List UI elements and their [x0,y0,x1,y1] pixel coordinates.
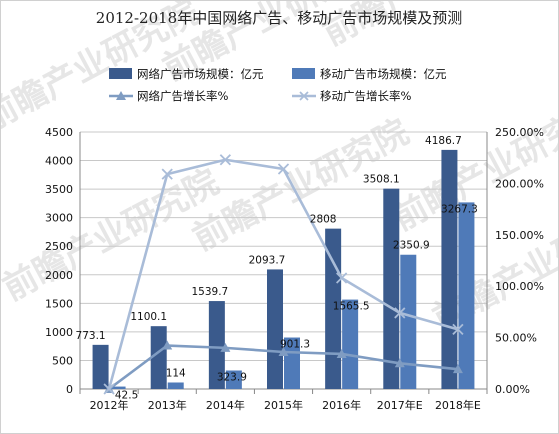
data-label: 1565.5 [333,301,370,313]
bar-mobile [400,254,417,389]
x-tick-label: 2018年E [435,398,481,412]
bar-mobile [342,299,359,389]
y-right-tick-label: 250.00% [495,126,544,139]
y-left-tick-label: 4000 [45,155,73,168]
bar-network [150,326,167,389]
y-right-tick-label: 100.00% [495,280,544,293]
data-label: 1100.1 [130,311,167,323]
legend-label: 网络广告增长率% [137,89,228,103]
legend-marker [116,91,126,100]
bar-network [267,269,283,389]
bars [92,149,475,389]
marker-stroke [219,154,231,166]
y-left-tick-label: 3500 [45,183,73,196]
marker-mobile-growth [336,272,348,284]
bar-network [383,188,400,389]
data-label: 2350.9 [393,240,430,252]
axes: 0 500 1000 1500 2000 2500 3000 3500 4000 4500 0.00… [45,126,544,412]
marker-mobile-growth [452,323,464,336]
bar-network [441,149,458,389]
x-tick-label: 2017年E [377,398,423,412]
marker-stroke [336,272,348,284]
marker-stroke [452,323,464,336]
marker-mobile-growth [103,383,115,395]
data-label: 773.1 [76,330,106,342]
data-label: 2808 [310,214,337,226]
marker-stroke [277,163,290,175]
x-tick-label: 2016年 [322,398,361,412]
y-left-tick-label: 1000 [45,326,73,339]
x-tick-label: 2014年 [206,398,245,412]
legend-marker [299,91,309,101]
y-right-tick-label: 50.00% [495,332,537,345]
y-left-tick-label: 1500 [45,297,73,310]
y-left-tick-label: 2000 [45,269,73,282]
marker-mobile-growth [219,154,231,166]
marker-stroke [394,307,406,319]
marker-network-growth [220,342,231,352]
marker-mobile-growth [394,307,406,319]
y-left-tick-label: 3000 [45,212,73,225]
y-right-tick-label: 200.00% [495,177,544,190]
x-tick-label: 2015年 [264,398,303,412]
data-label: 323.9 [217,372,247,384]
data-label: 2093.7 [249,254,286,266]
marker-mobile-growth [161,168,173,180]
data-labels: 773.1 1100.1 1539.7 2093.7 2808 3508.1 4186.7 4… [76,135,478,402]
data-label: 114 [166,367,186,379]
y-left-tick-label: 500 [52,354,73,367]
marker-network-growth [336,348,347,358]
x-tick-label: 2013年 [148,398,187,412]
bar-mobile [109,386,126,389]
data-label: 1539.7 [191,286,228,298]
y-left-tick-label: 4500 [45,126,73,139]
y-left-tick-label: 0 [66,383,73,396]
y-right-tick-label: 0.00% [495,383,530,396]
marker-network-growth [452,364,463,374]
lines [103,154,464,395]
legend-label: 移动广告增长率% [320,89,411,103]
x-tick-label: 2012年 [90,398,129,412]
marker-stroke [103,383,115,395]
marker-network-growth [278,346,289,356]
chart-title: 2012-2018年中国网络广告、移动广告市场规模及预测 [96,9,462,27]
marker-network-growth [394,358,405,368]
legend-label: 网络广告市场规模：亿元 [137,67,264,81]
bar-mobile [284,337,300,389]
bar-mobile [225,370,242,389]
bar-mobile [167,382,184,389]
legend-swatch [109,68,132,79]
data-label: 3508.1 [363,174,400,186]
marker-mobile-growth [277,163,290,175]
data-label: 4186.7 [425,135,462,147]
legend-label: 移动广告市场规模：亿元 [320,67,447,81]
data-label: 42.5 [115,390,138,402]
bar-network [92,344,109,389]
data-label: 3267.3 [441,203,478,215]
y-right-tick-label: 150.00% [495,229,544,242]
bar-network [208,301,225,389]
bar-mobile [458,202,475,389]
marker-stroke [161,168,173,180]
y-left-tick-label: 2500 [45,240,73,253]
marker-network-growth [162,340,173,350]
grid [80,131,487,361]
data-label: 901.3 [280,339,310,351]
legend-swatch [292,68,315,79]
